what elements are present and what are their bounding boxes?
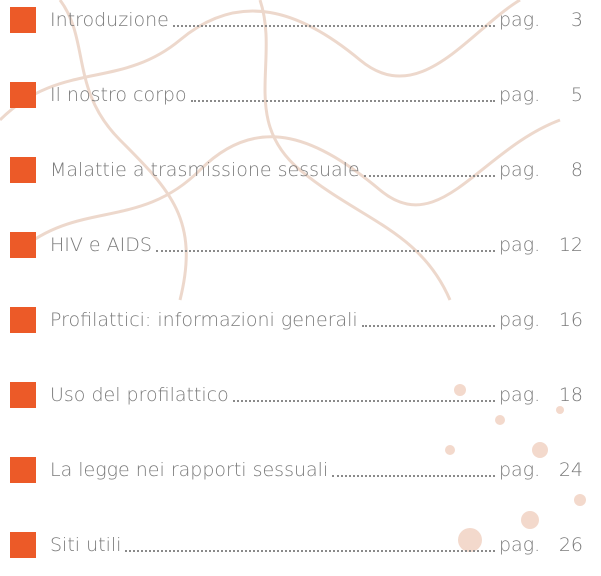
toc-entry: HIV e AIDS pag.12 [10,230,583,260]
dot-leader [233,400,495,402]
page-label: pag. [499,159,543,181]
bullet-square [10,157,36,183]
entry-title: Il nostro corpo [50,84,187,106]
page-number: 5 [543,84,583,106]
page-number: 26 [543,534,583,556]
table-of-contents: Introduzionepag.3Il nostro corpopag.5Mal… [0,0,601,576]
toc-entry: Introduzione pag.3 [10,5,583,35]
bullet-square [10,232,36,258]
entry-title: Malattie a trasmissione sessuale [50,159,360,181]
entry-title: Profilattici: informazioni generali [50,309,358,331]
toc-entry: Malattie a trasmissione sessuale pag.8 [10,155,583,185]
toc-entry: La legge nei rapporti sessuali pag.24 [10,455,583,485]
dot-leader [362,325,495,327]
entry-title: Uso del profilattico [50,384,229,406]
page-number: 3 [543,9,583,31]
page-label: pag. [499,384,543,406]
dot-leader [125,550,495,552]
dot-leader [191,100,495,102]
page-number: 8 [543,159,583,181]
page-label: pag. [499,459,543,481]
entry-title: La legge nei rapporti sessuali [50,459,328,481]
entry-title: Introduzione [50,9,169,31]
bullet-square [10,7,36,33]
dot-leader [364,175,495,177]
bullet-square [10,82,36,108]
toc-entry: Uso del profilattico pag.18 [10,380,583,410]
page-label: pag. [499,234,543,256]
toc-entry: Profilattici: informazioni generali pag.1… [10,305,583,335]
entry-title: HIV e AIDS [50,234,152,256]
page-number: 24 [543,459,583,481]
bullet-square [10,532,36,558]
page: Introduzionepag.3Il nostro corpopag.5Mal… [0,0,601,576]
toc-entry: Siti utili pag.26 [10,530,583,560]
bullet-square [10,382,36,408]
page-number: 16 [543,309,583,331]
bullet-square [10,307,36,333]
dot-leader [332,475,495,477]
dot-leader [173,25,495,27]
bullet-square [10,457,36,483]
page-label: pag. [499,84,543,106]
page-label: pag. [499,309,543,331]
toc-entry: Il nostro corpo pag.5 [10,80,583,110]
page-number: 18 [543,384,583,406]
page-number: 12 [543,234,583,256]
page-label: pag. [499,9,543,31]
page-label: pag. [499,534,543,556]
dot-leader [156,250,495,252]
entry-title: Siti utili [50,534,121,556]
